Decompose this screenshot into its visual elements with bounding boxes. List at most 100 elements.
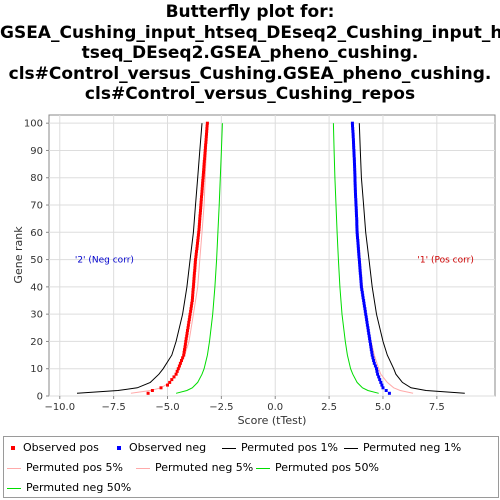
data-point-observed-pos [181,356,185,360]
legend-item: Permuted pos 5% [7,461,123,474]
data-point-observed-pos [186,326,190,330]
legend-item: Observed neg [113,441,206,454]
data-point-observed-pos [189,307,193,311]
title-line: cls#Control_versus_Cushing.GSEA_pheno_cu… [8,63,492,84]
data-point-observed-neg [365,323,369,327]
y-tick-label: 70 [30,201,43,212]
x-tick-label: 0.0 [267,402,283,413]
data-point-observed-pos [183,342,187,346]
data-point-observed-neg [365,320,369,324]
data-point-observed-neg [368,339,372,343]
data-point-observed-pos [199,209,202,212]
data-point-observed-pos [200,184,204,188]
data-point-observed-pos [192,277,196,281]
data-point-observed-neg [351,124,354,128]
data-point-observed-pos [194,255,198,259]
x-tick-label: −7.5 [101,402,125,413]
data-point-observed-pos [197,222,201,226]
data-point-observed-neg [353,179,357,182]
data-point-observed-pos [185,334,189,338]
data-point-observed-pos [204,140,208,144]
data-point-observed-neg [353,165,357,169]
data-point-observed-pos [196,236,200,240]
grid [49,115,495,397]
data-point-observed-neg [358,260,361,264]
data-point-observed-pos [191,290,195,294]
data-point-observed-pos [195,244,199,248]
data-point-observed-neg [364,312,368,316]
data-point-observed-neg [387,391,391,395]
data-point-observed-neg [355,225,359,229]
data-point-observed-neg [370,353,374,357]
data-point-observed-pos [191,285,195,289]
data-point-observed-pos [201,181,205,185]
data-point-observed-pos [200,195,203,199]
data-point-observed-neg [366,329,370,332]
data-point-observed-pos [204,135,208,139]
data-point-observed-pos [192,279,196,283]
data-point-observed-pos [200,189,204,193]
data-point-observed-neg [369,342,372,346]
data-point-observed-neg [352,154,356,158]
legend-item: Permuted neg 1% [344,441,461,454]
data-point-observed-pos [177,364,181,368]
data-point-observed-neg [359,285,363,289]
data-point-observed-neg [352,151,356,155]
data-point-observed-pos [183,345,187,349]
legend-label: Observed pos [23,441,99,454]
data-point-observed-neg [352,146,356,150]
series-line-permuted-neg-50 [332,123,379,394]
data-point-observed-pos [187,318,191,322]
data-point-observed-pos [183,348,186,352]
observed-points [146,121,391,395]
series-line-permuted-neg-1 [358,123,465,394]
data-point-observed-neg [351,129,355,133]
legend-swatch [117,446,121,450]
data-point-observed-neg [356,244,360,248]
title-line: Butterfly plot for: [165,2,335,22]
data-point-observed-neg [354,200,358,204]
data-point-observed-pos [201,173,205,177]
data-point-observed-neg [358,271,362,275]
x-axis-label: Score (tTest) [238,414,307,427]
data-point-observed-neg [359,274,363,278]
data-point-observed-neg [380,383,384,387]
data-point-observed-neg [384,389,388,392]
data-point-observed-pos [199,200,203,204]
data-point-observed-neg [375,369,379,373]
data-point-observed-pos [187,320,191,324]
y-axis-label: Gene rank [12,226,25,284]
data-point-observed-neg [357,258,361,262]
data-point-observed-neg [358,266,362,270]
legend-swatch [11,446,15,450]
data-point-observed-pos [192,274,196,278]
data-point-observed-pos [202,165,206,169]
data-point-observed-pos [204,138,208,142]
data-point-observed-pos [176,367,180,371]
legend: Observed pos Observed neg Permuted pos 1… [3,436,499,498]
data-point-observed-neg [354,195,358,199]
data-point-observed-pos [202,170,205,174]
data-point-observed-pos [185,331,189,335]
data-point-observed-neg [359,277,363,281]
data-point-observed-neg [369,348,373,352]
legend-item: Permuted pos 1% [222,441,338,454]
y-tick-label: 40 [30,282,43,293]
data-point-observed-neg [355,230,359,234]
data-point-observed-pos [196,239,200,242]
data-point-observed-neg [353,189,357,193]
data-point-observed-pos [198,219,202,223]
data-point-observed-pos [196,233,200,237]
legend-swatch [222,447,236,449]
data-point-observed-neg [370,350,374,354]
data-point-observed-pos [205,127,209,131]
data-point-observed-pos [188,315,192,319]
data-point-observed-pos [201,179,205,182]
data-point-observed-neg [377,375,381,379]
data-point-observed-pos [203,154,207,158]
data-point-observed-pos [198,211,202,215]
data-point-observed-pos [199,198,203,202]
data-point-observed-pos [196,241,199,245]
y-tick-label: 90 [30,146,43,157]
data-point-observed-neg [379,380,383,384]
